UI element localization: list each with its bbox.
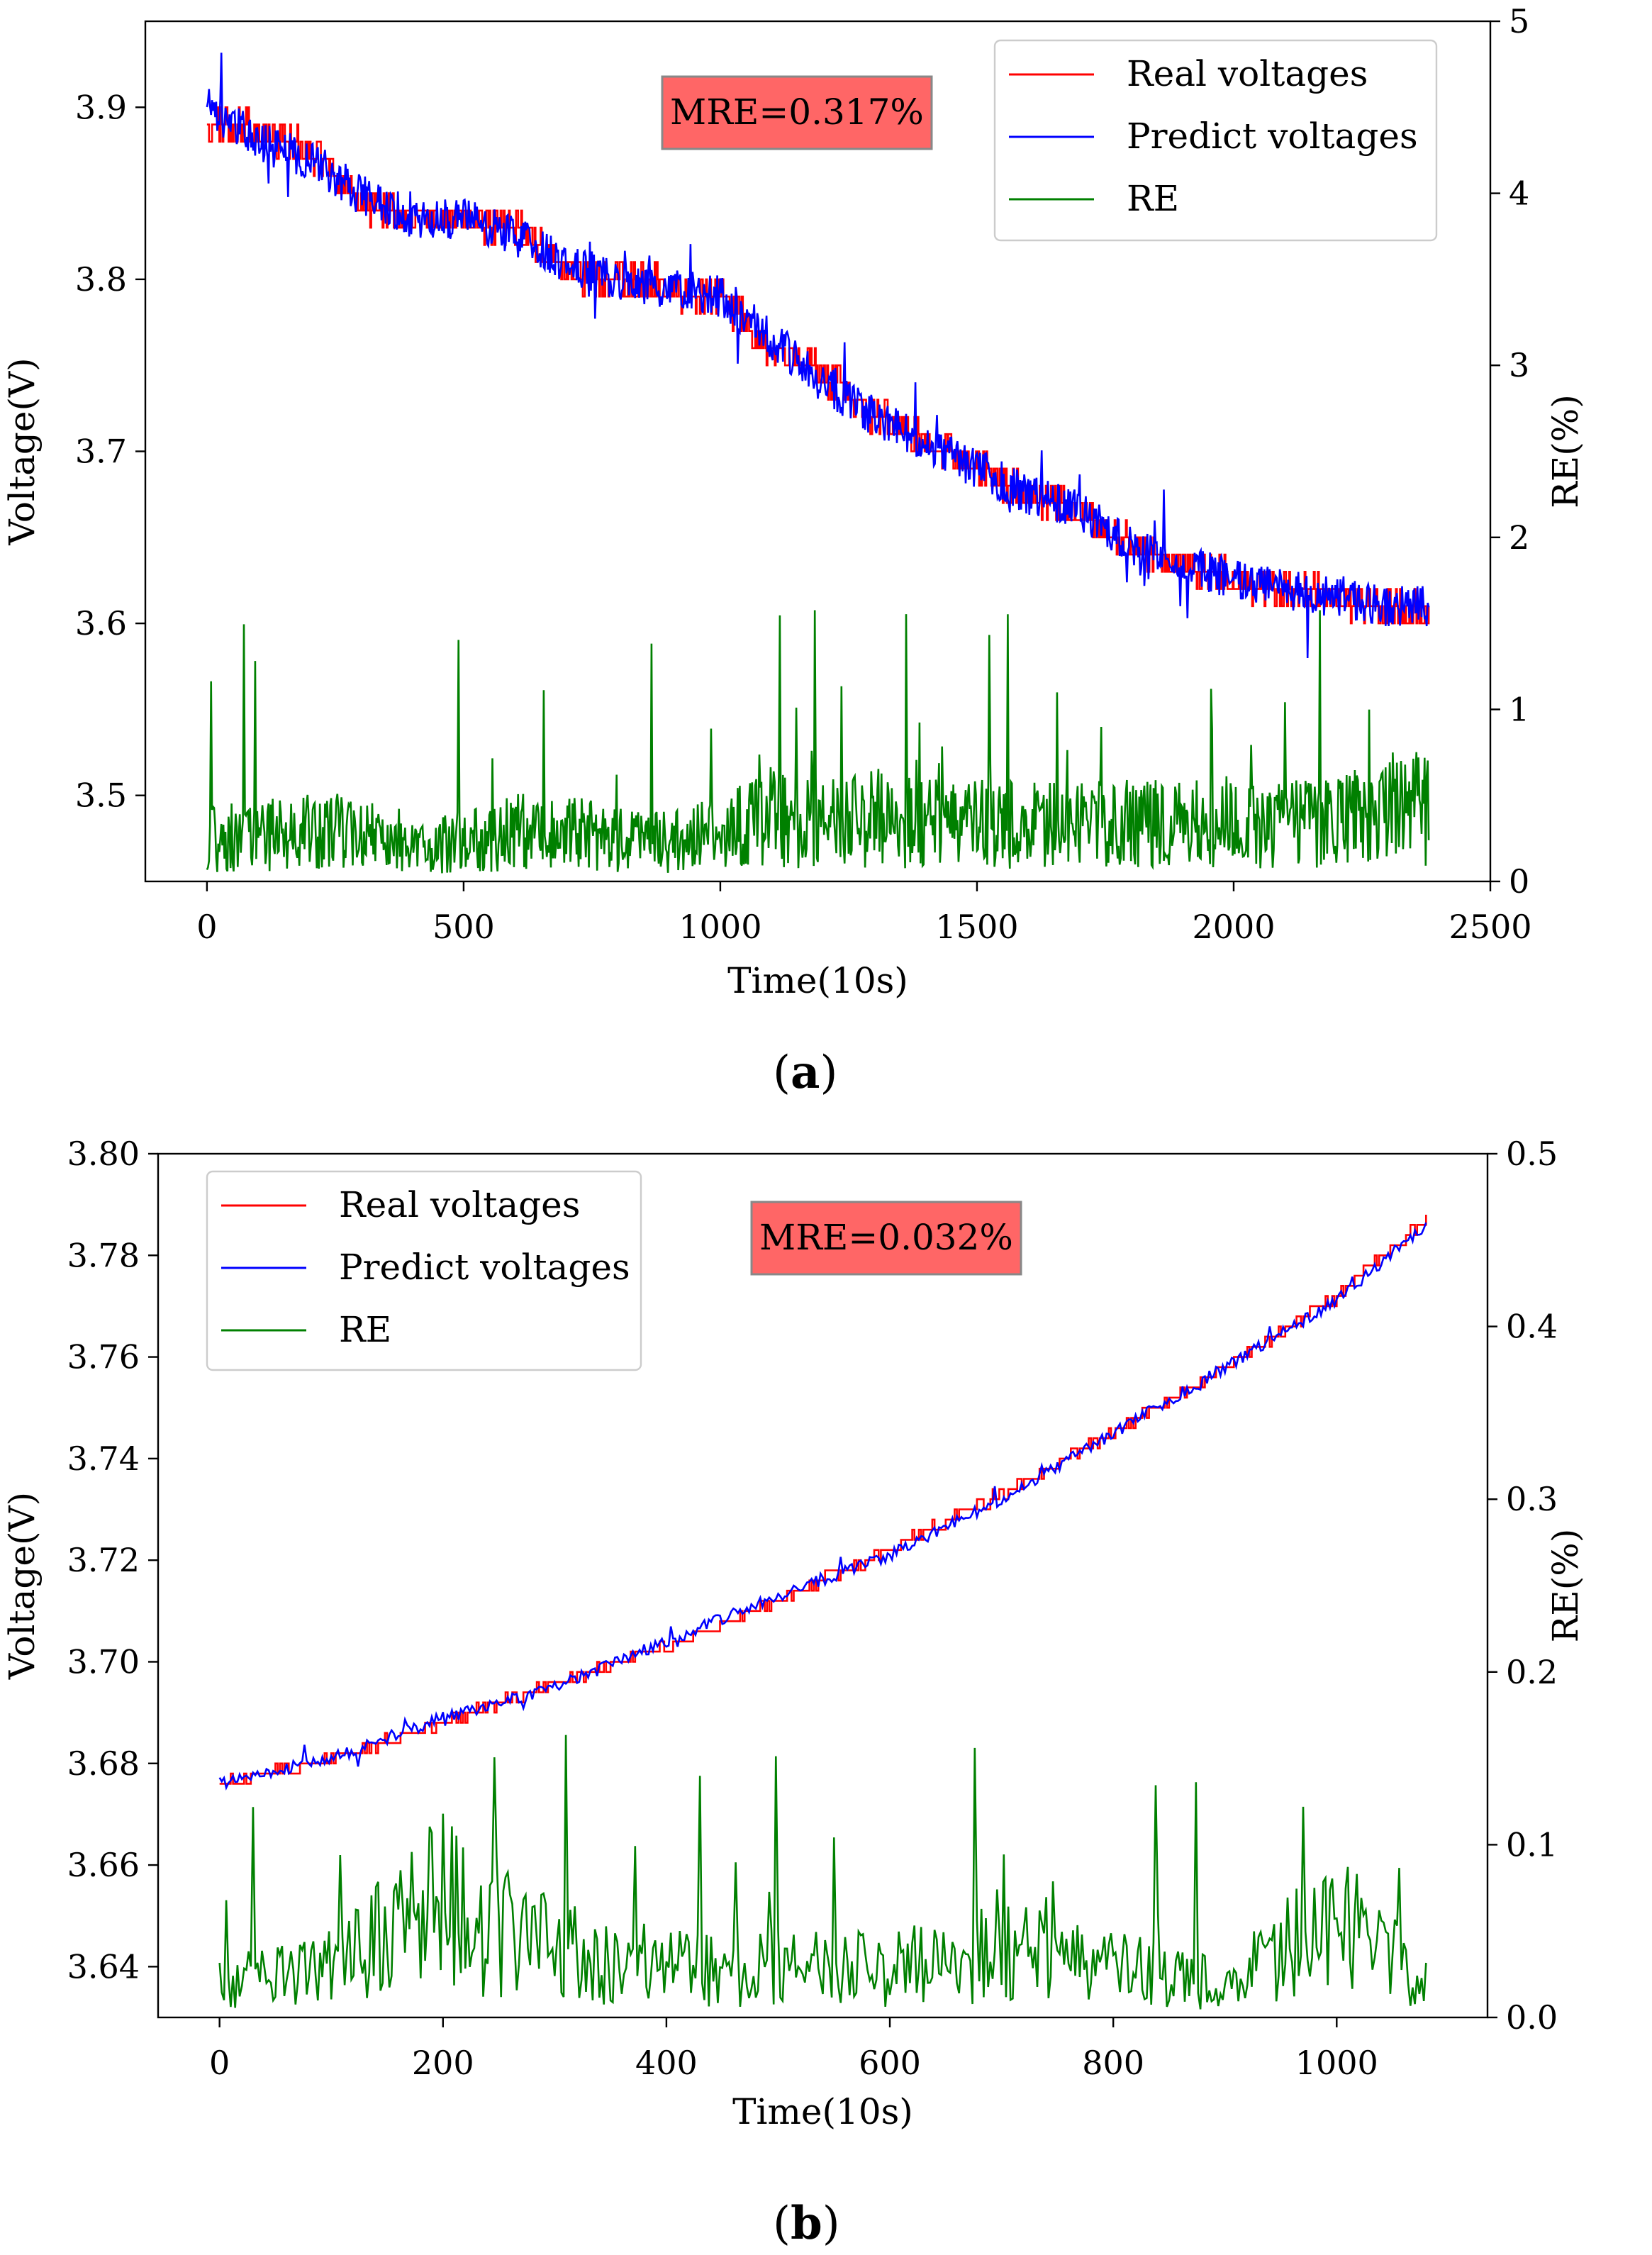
predict-voltage-line	[206, 52, 1430, 659]
mre-box	[661, 75, 933, 150]
panel-a-close: )	[820, 1047, 838, 1099]
x-tick-label: 0	[209, 2044, 230, 2082]
legend-label: Real voltages	[1127, 53, 1368, 94]
y-tick-label: 3.5	[75, 776, 127, 815]
y2-tick-label: 0.0	[1506, 1998, 1558, 2037]
panel-a-open: (	[773, 1047, 791, 1099]
plot-area	[206, 52, 1430, 874]
y2-tick-label: 3	[1509, 346, 1529, 384]
y-tick-label: 3.78	[67, 1236, 140, 1274]
y2-tick-label: 4	[1509, 174, 1529, 213]
y-axis-label: Voltage(V)	[1, 357, 43, 545]
y-tick-label: 3.6	[75, 604, 127, 642]
y-tick-label: 3.68	[67, 1744, 140, 1783]
y2-tick-label: 0.3	[1506, 1480, 1558, 1518]
x-tick-label: 200	[412, 2044, 474, 2082]
y2-tick-label: 2	[1509, 518, 1529, 557]
predict-voltage-line	[218, 1222, 1427, 1791]
y-tick-label: 3.64	[67, 1947, 140, 1986]
mre-text: MRE=0.317%	[670, 91, 924, 133]
y-tick-label: 3.70	[67, 1642, 140, 1681]
y-tick-label: 3.9	[75, 88, 127, 126]
x-tick-label: 400	[635, 2044, 698, 2082]
y2-tick-label: 0.5	[1506, 1135, 1558, 1173]
x-tick-label: 600	[859, 2044, 921, 2082]
x-tick-label: 0	[196, 908, 217, 946]
y2-axis-label: RE(%)	[1545, 1529, 1586, 1643]
panel-label-b: (b)	[773, 2197, 840, 2250]
y-tick-label: 3.8	[75, 260, 127, 299]
legend-label: Predict voltages	[339, 1247, 630, 1288]
chart-panel-a: 0 500 1000 1500 2000 2500 3.5 3.6 3.7 3.8 3.9 0 1 2 3 4…	[1, 2, 1586, 1001]
y-tick-label: 3.80	[67, 1135, 140, 1173]
x-tick-label: 1000	[679, 908, 761, 946]
panel-label-a: (a)	[773, 1046, 837, 1099]
legend-label: Real voltages	[339, 1184, 580, 1225]
mre-text: MRE=0.032%	[759, 1217, 1013, 1258]
y-tick-label: 3.76	[67, 1338, 140, 1376]
legend-label: Predict voltages	[1127, 116, 1418, 157]
y2-tick-label: 0.1	[1506, 1825, 1558, 1864]
mre-annotation: MRE=0.032%	[750, 1201, 1022, 1276]
y-tick-label: 3.74	[67, 1440, 140, 1478]
y-tick-label: 3.72	[67, 1541, 140, 1579]
y2-tick-label: 0	[1509, 862, 1529, 901]
y2-tick-label: 5	[1509, 2, 1529, 40]
panel-b-letter: b	[790, 2197, 822, 2250]
legend-label: RE	[339, 1309, 391, 1350]
x-axis-label: Time(10s)	[727, 960, 908, 1001]
chart-panel-b: 0 200 400 600 800 1000 3.64 3.66 3.68 3.70 3.72 3.7…	[1, 1135, 1586, 2132]
y2-tick-label: 0.4	[1506, 1308, 1558, 1346]
legend: Real voltages Predict voltages RE	[206, 1170, 642, 1371]
axes-frame	[157, 1152, 1489, 2019]
panel-b-close: )	[822, 2198, 840, 2250]
y-axis-label: Voltage(V)	[1, 1492, 43, 1680]
y2-tick-label: 0.2	[1506, 1653, 1558, 1691]
x-tick-label: 2500	[1449, 908, 1531, 946]
legend-box	[206, 1170, 642, 1371]
y2-tick-label: 1	[1509, 690, 1529, 728]
x-axis-label: Time(10s)	[732, 2091, 913, 2132]
mre-annotation: MRE=0.317%	[661, 75, 933, 150]
panel-b-open: (	[773, 2198, 791, 2250]
re-line	[206, 610, 1430, 874]
y2-axis-label: RE(%)	[1545, 394, 1586, 508]
x-tick-label: 2000	[1192, 908, 1275, 946]
legend-label: RE	[1127, 178, 1179, 219]
y-tick-label: 3.66	[67, 1846, 140, 1884]
x-tick-label: 1500	[935, 908, 1018, 946]
panel-a-letter: a	[790, 1046, 820, 1099]
plot-area	[218, 1215, 1427, 2010]
mre-box	[750, 1201, 1022, 1276]
re-line	[218, 1735, 1427, 2010]
legend: Real voltages Predict voltages RE	[993, 39, 1438, 242]
x-tick-label: 800	[1082, 2044, 1144, 2082]
x-tick-label: 500	[432, 908, 495, 946]
x-tick-label: 1000	[1295, 2044, 1378, 2082]
legend-box	[993, 39, 1438, 242]
y-tick-label: 3.7	[75, 433, 127, 471]
